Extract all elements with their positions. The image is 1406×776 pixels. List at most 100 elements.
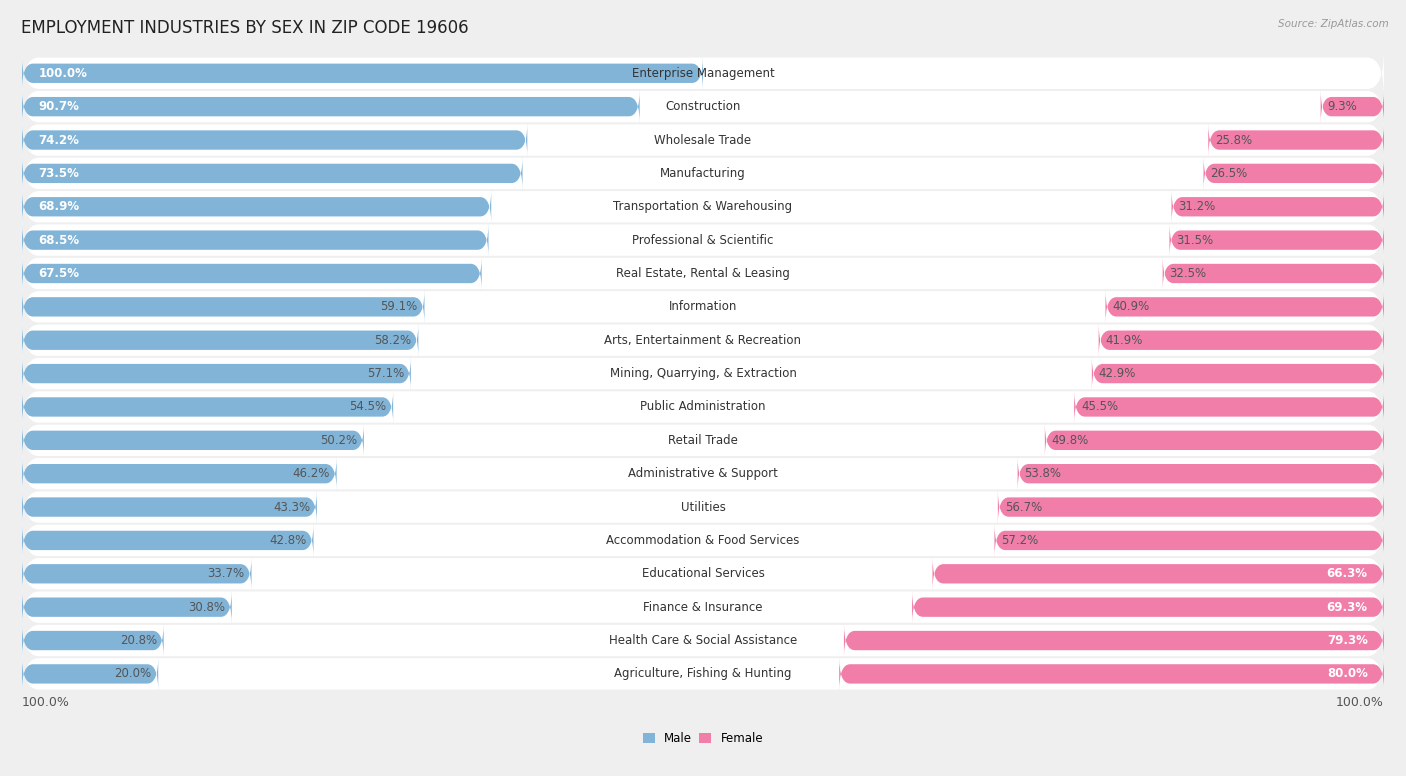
Text: 59.1%: 59.1%: [381, 300, 418, 314]
Text: Finance & Insurance: Finance & Insurance: [644, 601, 762, 614]
FancyBboxPatch shape: [22, 349, 1384, 398]
FancyBboxPatch shape: [22, 316, 1384, 365]
Text: 30.8%: 30.8%: [188, 601, 225, 614]
Text: Utilities: Utilities: [681, 501, 725, 514]
Text: Arts, Entertainment & Recreation: Arts, Entertainment & Recreation: [605, 334, 801, 347]
FancyBboxPatch shape: [1163, 256, 1384, 290]
FancyBboxPatch shape: [22, 182, 1384, 231]
Text: 90.7%: 90.7%: [38, 100, 79, 113]
Text: Source: ZipAtlas.com: Source: ZipAtlas.com: [1278, 19, 1389, 29]
Text: 100.0%: 100.0%: [1336, 695, 1384, 708]
FancyBboxPatch shape: [22, 82, 1384, 131]
Text: EMPLOYMENT INDUSTRIES BY SEX IN ZIP CODE 19606: EMPLOYMENT INDUSTRIES BY SEX IN ZIP CODE…: [21, 19, 468, 37]
Text: 20.0%: 20.0%: [114, 667, 152, 681]
Text: Health Care & Social Assistance: Health Care & Social Assistance: [609, 634, 797, 647]
FancyBboxPatch shape: [22, 356, 411, 390]
Text: 41.9%: 41.9%: [1105, 334, 1143, 347]
FancyBboxPatch shape: [22, 56, 703, 90]
FancyBboxPatch shape: [22, 49, 1384, 98]
FancyBboxPatch shape: [1171, 189, 1384, 223]
Text: 100.0%: 100.0%: [22, 695, 70, 708]
FancyBboxPatch shape: [22, 156, 523, 190]
Text: 57.1%: 57.1%: [367, 367, 404, 380]
FancyBboxPatch shape: [22, 523, 314, 557]
Text: Construction: Construction: [665, 100, 741, 113]
FancyBboxPatch shape: [1208, 123, 1384, 157]
Text: 26.5%: 26.5%: [1211, 167, 1247, 180]
Text: Public Administration: Public Administration: [640, 400, 766, 414]
Text: 25.8%: 25.8%: [1215, 133, 1253, 147]
FancyBboxPatch shape: [22, 456, 336, 490]
FancyBboxPatch shape: [22, 249, 1384, 298]
FancyBboxPatch shape: [22, 289, 425, 324]
FancyBboxPatch shape: [22, 590, 232, 624]
Text: 42.9%: 42.9%: [1098, 367, 1136, 380]
Text: 69.3%: 69.3%: [1327, 601, 1368, 614]
FancyBboxPatch shape: [839, 656, 1384, 691]
Text: 67.5%: 67.5%: [38, 267, 79, 280]
Text: 32.5%: 32.5%: [1170, 267, 1206, 280]
FancyBboxPatch shape: [22, 483, 1384, 532]
Text: 66.3%: 66.3%: [1327, 567, 1368, 580]
FancyBboxPatch shape: [1098, 323, 1384, 357]
FancyBboxPatch shape: [912, 590, 1384, 624]
FancyBboxPatch shape: [22, 490, 316, 524]
Text: 33.7%: 33.7%: [208, 567, 245, 580]
FancyBboxPatch shape: [22, 256, 482, 290]
Text: 74.2%: 74.2%: [38, 133, 79, 147]
Text: 73.5%: 73.5%: [38, 167, 79, 180]
Text: 45.5%: 45.5%: [1081, 400, 1118, 414]
FancyBboxPatch shape: [1045, 423, 1384, 457]
FancyBboxPatch shape: [22, 556, 252, 591]
FancyBboxPatch shape: [1170, 223, 1384, 257]
FancyBboxPatch shape: [22, 423, 364, 457]
Text: 9.3%: 9.3%: [1327, 100, 1357, 113]
Text: 31.2%: 31.2%: [1178, 200, 1216, 213]
Text: 20.8%: 20.8%: [120, 634, 157, 647]
Text: 68.9%: 68.9%: [38, 200, 80, 213]
FancyBboxPatch shape: [932, 556, 1384, 591]
FancyBboxPatch shape: [1105, 289, 1384, 324]
FancyBboxPatch shape: [22, 223, 488, 257]
Text: Mining, Quarrying, & Extraction: Mining, Quarrying, & Extraction: [610, 367, 796, 380]
FancyBboxPatch shape: [22, 89, 640, 123]
FancyBboxPatch shape: [22, 656, 159, 691]
Text: 31.5%: 31.5%: [1177, 234, 1213, 247]
FancyBboxPatch shape: [22, 149, 1384, 198]
FancyBboxPatch shape: [1018, 456, 1384, 490]
Text: 46.2%: 46.2%: [292, 467, 330, 480]
Text: Information: Information: [669, 300, 737, 314]
Text: Accommodation & Food Services: Accommodation & Food Services: [606, 534, 800, 547]
FancyBboxPatch shape: [22, 623, 163, 657]
Legend: Male, Female: Male, Female: [638, 728, 768, 750]
Text: Professional & Scientific: Professional & Scientific: [633, 234, 773, 247]
Text: 79.3%: 79.3%: [1327, 634, 1368, 647]
FancyBboxPatch shape: [22, 116, 1384, 165]
FancyBboxPatch shape: [22, 189, 491, 223]
Text: Enterprise Management: Enterprise Management: [631, 67, 775, 80]
Text: 49.8%: 49.8%: [1052, 434, 1088, 447]
FancyBboxPatch shape: [22, 383, 1384, 431]
Text: 100.0%: 100.0%: [38, 67, 87, 80]
Text: 68.5%: 68.5%: [38, 234, 80, 247]
Text: 40.9%: 40.9%: [1112, 300, 1150, 314]
Text: Educational Services: Educational Services: [641, 567, 765, 580]
FancyBboxPatch shape: [1320, 89, 1384, 123]
Text: 43.3%: 43.3%: [273, 501, 311, 514]
FancyBboxPatch shape: [22, 516, 1384, 565]
Text: 53.8%: 53.8%: [1025, 467, 1062, 480]
Text: 50.2%: 50.2%: [321, 434, 357, 447]
FancyBboxPatch shape: [994, 523, 1384, 557]
FancyBboxPatch shape: [22, 416, 1384, 465]
FancyBboxPatch shape: [844, 623, 1384, 657]
Text: 58.2%: 58.2%: [374, 334, 412, 347]
FancyBboxPatch shape: [22, 449, 1384, 498]
FancyBboxPatch shape: [22, 650, 1384, 698]
Text: 54.5%: 54.5%: [349, 400, 387, 414]
Text: Real Estate, Rental & Leasing: Real Estate, Rental & Leasing: [616, 267, 790, 280]
Text: 80.0%: 80.0%: [1327, 667, 1368, 681]
FancyBboxPatch shape: [22, 282, 1384, 331]
Text: Administrative & Support: Administrative & Support: [628, 467, 778, 480]
FancyBboxPatch shape: [1092, 356, 1384, 390]
FancyBboxPatch shape: [22, 323, 419, 357]
